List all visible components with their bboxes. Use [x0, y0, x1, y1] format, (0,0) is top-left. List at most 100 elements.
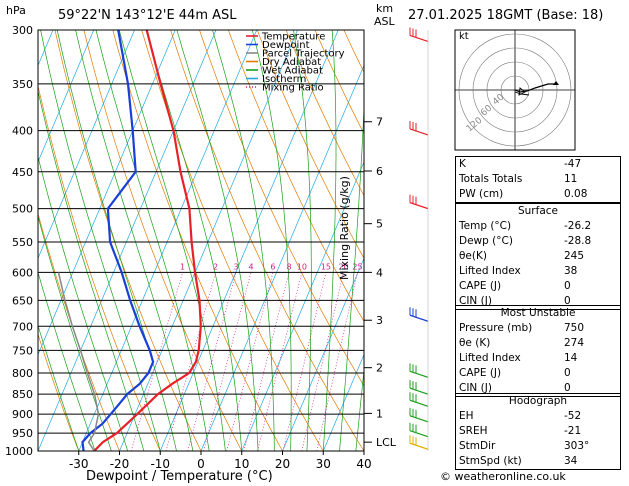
surface-table: Surface Temp (°C) -26.2 Dewp (°C) -28.8 θe…: [455, 203, 621, 310]
legend-label: Parcel Trajectory: [262, 49, 345, 60]
index-value: 11: [564, 173, 578, 185]
isotherm-line: [200, 64, 364, 451]
pressure-tick-label: 600: [12, 266, 33, 279]
index-value: 0.08: [564, 188, 588, 200]
mixing-ratio-label: 25: [352, 262, 362, 271]
mixing-ratio-label: 1: [180, 262, 185, 271]
dry-adiabat-line: [285, 30, 364, 197]
mixing-ratio-label: 20: [338, 262, 348, 271]
isotherm-line: [78, 30, 258, 451]
wet-adiabat-line: [38, 89, 145, 451]
wind-barb-icon: [409, 392, 429, 407]
legend-label: Dewpoint: [262, 40, 310, 51]
mixing-ratio-line: [187, 272, 237, 451]
hodograph-row: StmDir 303°: [456, 439, 620, 454]
hodograph-row: EH -52: [456, 409, 620, 424]
surface-row: Temp (°C) -26.2: [456, 219, 620, 234]
wind-barb-icon: [409, 407, 429, 423]
unstable-row: θe (K) 274: [456, 336, 620, 351]
height-km-label: 5: [376, 218, 383, 231]
legend-label: Temperature: [261, 32, 325, 43]
pressure-tick-label: 300: [12, 24, 33, 37]
legend-label: Wet Adiabat: [262, 66, 323, 77]
surface-value: 0: [564, 295, 571, 307]
mixing-ratio-label: 10: [297, 262, 307, 271]
unstable-row: Pressure (mb) 750: [456, 321, 620, 336]
unstable-row: CAPE (J) 0: [456, 366, 620, 381]
wet-adiabat-line: [355, 366, 364, 451]
indices-table: K -47 Totals Totals 11 PW (cm) 0.08: [455, 156, 621, 203]
indices-row-tt: Totals Totals 11: [456, 172, 620, 187]
unstable-value: 750: [564, 322, 585, 334]
pressure-tick-label: 550: [12, 236, 33, 249]
surface-row: CAPE (J) 0: [456, 279, 620, 294]
pressure-unit-label: hPa: [6, 4, 26, 17]
height-km-label: 1: [376, 407, 383, 420]
height-km-label: 4: [376, 266, 383, 279]
surface-value: 38: [564, 265, 578, 277]
isotherm-line: [0, 30, 12, 451]
legend-label: Dry Adiabat: [262, 57, 321, 68]
isotherm-line: [282, 257, 364, 451]
mixing-ratio-label: 2: [213, 262, 218, 271]
unstable-label: CAPE (J): [459, 367, 502, 379]
wind-barb-icon: [409, 422, 429, 438]
hodograph-header: Hodograph: [508, 395, 568, 407]
mixing-ratio-label: 8: [287, 262, 292, 271]
mixing-ratio-label: 3: [233, 262, 238, 271]
unstable-label: CIN (J): [459, 382, 492, 394]
isotherm-line: [322, 353, 364, 451]
hodograph-unit: kt: [459, 31, 469, 42]
wind-barb-icon: [409, 435, 429, 450]
wind-barb-icon: [409, 27, 429, 43]
surface-label: Temp (°C): [459, 220, 512, 232]
dewpoint-line: [81, 30, 155, 451]
hodograph-value: -52: [564, 410, 582, 422]
legend-label: Mixing Ratio: [262, 83, 324, 94]
hodograph-table: Hodograph EH -52 SREH -21 StmDir 303° StmSp…: [455, 393, 621, 470]
mixing-ratio-line: [257, 272, 303, 451]
mixing-ratio-line: [130, 272, 183, 451]
x-tick-label: 30: [316, 457, 331, 471]
hodograph-value: 303°: [564, 440, 590, 452]
mixing-ratio-line: [165, 272, 216, 451]
wind-barb-icon: [409, 380, 429, 395]
unstable-value: 0: [564, 382, 571, 394]
surface-header: Surface: [517, 205, 558, 217]
km-label: km: [376, 2, 394, 15]
pressure-tick-label: 850: [12, 388, 33, 401]
surface-value: 245: [564, 250, 585, 262]
legend-label: Isotherm: [262, 74, 306, 85]
dry-adiabat-line: [38, 333, 80, 451]
pressure-tick-label: 700: [12, 320, 33, 333]
height-km-label: 2: [376, 362, 383, 375]
unstable-value: 14: [564, 352, 578, 364]
unstable-row: CIN (J) 0: [456, 381, 620, 396]
unstable-label: Pressure (mb): [459, 322, 533, 334]
surface-value: 0: [564, 280, 571, 292]
mixing-ratio-label: 4: [248, 262, 253, 271]
temperature-line: [93, 30, 202, 451]
most-unstable-table: Most Unstable Pressure (mb) 750 θe (K) 274…: [455, 305, 621, 397]
surface-row: CIN (J) 0: [456, 294, 620, 309]
pressure-tick-label: 650: [12, 294, 33, 307]
isotherm-line: [38, 30, 176, 356]
pressure-tick-label: 750: [12, 344, 33, 357]
footer-credit[interactable]: © weatheronline.co.uk: [440, 470, 566, 483]
x-tick-label: 20: [275, 457, 290, 471]
hodograph-label: StmSpd (kt): [459, 455, 522, 467]
unstable-value: 0: [564, 367, 571, 379]
pressure-tick-label: 950: [12, 427, 33, 440]
location-label: 59°22'N 143°12'E 44m ASL: [58, 8, 237, 23]
x-axis-title: Dewpoint / Temperature (°C): [86, 469, 273, 484]
parcel-trajectory-line: [57, 272, 100, 451]
wind-barb-icon: [409, 194, 429, 210]
mixing-ratio-line: [203, 272, 252, 451]
height-km-label: 6: [376, 165, 383, 178]
surface-label: θe(K): [459, 250, 487, 262]
surface-label: Dewp (°C): [459, 235, 513, 247]
wet-adiabat-line: [56, 30, 177, 451]
pressure-tick-label: 800: [12, 367, 33, 380]
isotherm-line: [38, 30, 217, 451]
